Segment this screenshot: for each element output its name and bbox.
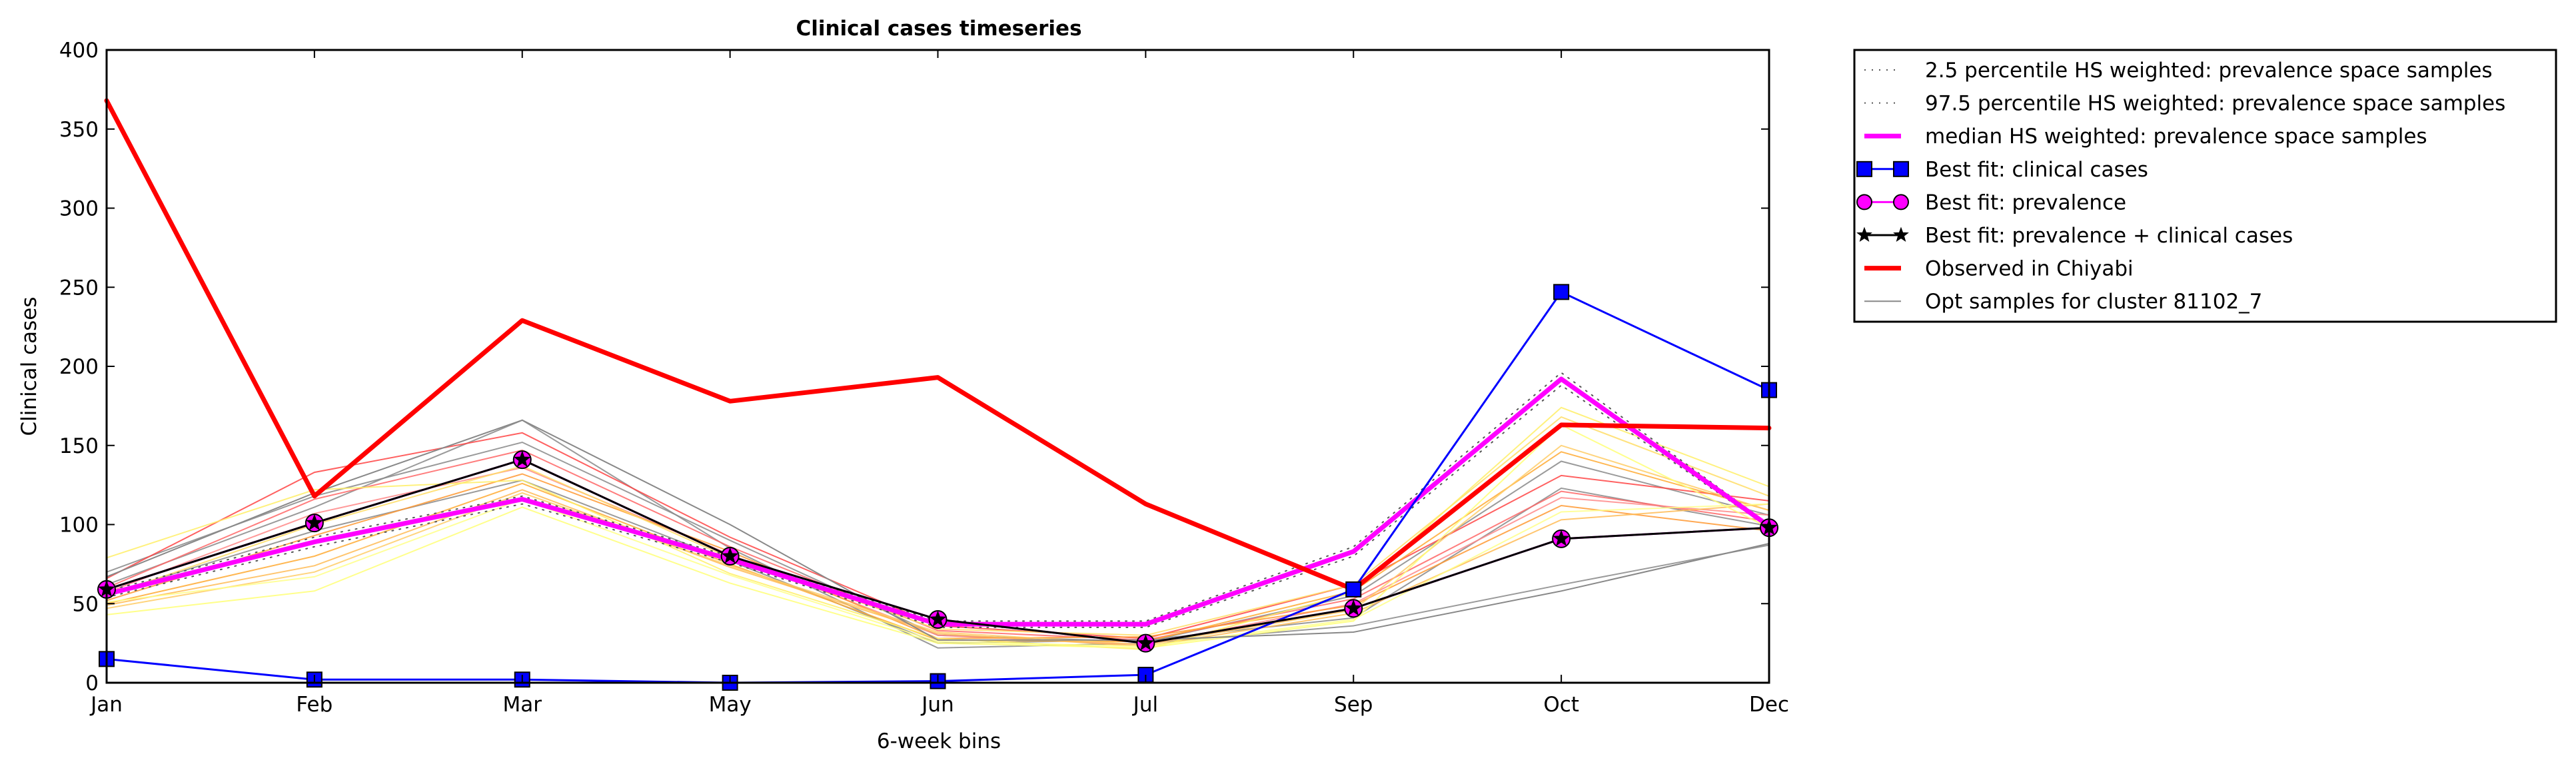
legend-marker <box>1893 194 1909 210</box>
data-point <box>1345 581 1362 597</box>
legend-entry: Observed in Chiyabi <box>1864 257 2134 281</box>
sample-line <box>106 498 1770 647</box>
y-tick-label: 0 <box>85 671 99 695</box>
legend-label: Best fit: prevalence <box>1925 191 2126 214</box>
sample-lines <box>106 406 1770 651</box>
series-lines <box>104 98 1772 684</box>
x-tick-label: May <box>709 693 752 717</box>
legend-label: Observed in Chiyabi <box>1925 257 2134 281</box>
data-point <box>1137 634 1155 651</box>
legend-marker <box>1893 226 1909 242</box>
sample-line <box>106 444 1770 646</box>
legend-label: Opt samples for cluster 81102_7 <box>1925 290 2262 314</box>
y-tick-label: 50 <box>73 592 99 616</box>
x-tick-label: Mar <box>503 693 542 717</box>
data-point <box>513 450 531 467</box>
legend: 2.5 percentile HS weighted: prevalence s… <box>1853 49 2557 323</box>
x-tick-label: Jan <box>89 693 123 717</box>
x-tick-label: Dec <box>1749 693 1789 717</box>
legend-label: Best fit: prevalence + clinical cases <box>1925 224 2293 248</box>
data-point <box>1345 599 1363 616</box>
x-axis-label: 6-week bins <box>877 729 1001 753</box>
data-point <box>929 610 947 627</box>
x-tick-label: Jun <box>920 693 954 717</box>
y-tick-label: 400 <box>59 39 99 63</box>
legend-label: median HS weighted: prevalence space sam… <box>1925 125 2427 149</box>
series-line <box>104 376 1772 627</box>
y-axis-label: Clinical cases <box>17 296 41 436</box>
y-tick-label: 150 <box>59 434 99 458</box>
y-tick-label: 350 <box>59 118 99 142</box>
series-line <box>106 384 1770 628</box>
legend-marker <box>1856 226 1872 242</box>
y-tick-label: 300 <box>59 197 99 221</box>
legend-entry: 97.5 percentile HS weighted: prevalence … <box>1864 92 2505 116</box>
legend-entry: Best fit: prevalence + clinical cases <box>1856 224 2293 248</box>
legend-box <box>1853 49 2557 323</box>
axis-ticks: 0 50 100 150 200 250 300 350 400 Jan Feb Mar May Jun J… <box>59 39 1789 717</box>
series-line <box>104 98 1772 592</box>
sample-line <box>106 416 1770 636</box>
data-point <box>721 547 739 564</box>
legend-entry: Best fit: prevalence <box>1856 191 2126 214</box>
legend-entry: Opt samples for cluster 81102_7 <box>1864 290 2262 314</box>
data-point <box>306 514 323 530</box>
sample-line <box>106 406 1770 651</box>
plot-frame <box>105 49 1770 684</box>
sample-line <box>106 424 1770 649</box>
x-tick-label: Jul <box>1132 693 1158 717</box>
x-tick-label: Sep <box>1334 693 1373 717</box>
legend-label: 2.5 percentile HS weighted: prevalence s… <box>1925 59 2493 83</box>
legend-label: Best fit: clinical cases <box>1925 158 2148 182</box>
y-tick-label: 200 <box>59 355 99 379</box>
series-line <box>106 419 1770 641</box>
legend-label: 97.5 percentile HS weighted: prevalence … <box>1925 92 2505 116</box>
series-line <box>106 372 1770 622</box>
chart-title: Clinical cases timeseries <box>796 17 1081 41</box>
data-point <box>1553 284 1570 300</box>
legend-marker <box>1893 161 1909 177</box>
legend-marker <box>1856 194 1872 210</box>
x-tick-label: Feb <box>296 693 332 717</box>
x-tick-label: Oct <box>1543 693 1579 717</box>
sample-line <box>106 466 1770 646</box>
legend-entry: Best fit: clinical cases <box>1856 158 2148 182</box>
y-tick-label: 100 <box>59 514 99 538</box>
y-tick-label: 250 <box>59 276 99 300</box>
legend-entry: median HS weighted: prevalence space sam… <box>1864 125 2427 149</box>
sample-line <box>106 489 1770 647</box>
legend-marker <box>1856 161 1872 177</box>
data-point <box>1553 530 1570 546</box>
legend-entry: 2.5 percentile HS weighted: prevalence s… <box>1864 59 2493 83</box>
sample-line <box>106 449 1770 641</box>
